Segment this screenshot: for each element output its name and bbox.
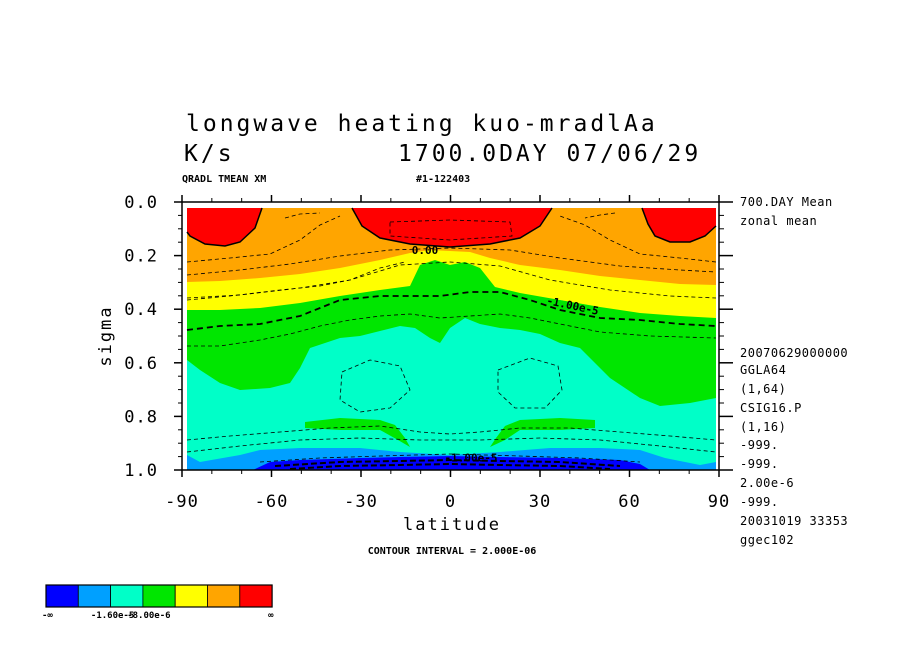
y-tick-label: 0.2 bbox=[124, 247, 158, 267]
band-green bbox=[187, 260, 716, 408]
side-info-line: ggec102 bbox=[740, 533, 794, 547]
x-axis-label: latitude bbox=[403, 515, 501, 535]
legend-swatch bbox=[207, 584, 241, 608]
x-tick-label: 90 bbox=[708, 492, 730, 512]
band-red-tropics bbox=[352, 208, 552, 247]
legend-swatch bbox=[174, 584, 208, 608]
side-info-line: (1,16) bbox=[740, 420, 786, 434]
legend-label: -1.60e-5 bbox=[91, 611, 134, 621]
band-red-south-pole bbox=[187, 208, 262, 246]
legend-label: -8.00e-6 bbox=[127, 611, 170, 621]
x-tick-label: -30 bbox=[344, 492, 378, 512]
side-info-line: 20031019 33353 bbox=[740, 514, 848, 528]
legend-label: -∞ bbox=[42, 611, 53, 621]
side-info-line: (1,64) bbox=[740, 382, 786, 396]
band-blue bbox=[253, 456, 650, 470]
contour-interval-label: CONTOUR INTERVAL = 2.000E-06 bbox=[368, 546, 537, 557]
y-axis-label: sigma bbox=[96, 305, 116, 366]
legend-swatch bbox=[142, 584, 176, 608]
variable-label: QRADL TMEAN XM bbox=[182, 174, 266, 185]
side-info-line: 20070629000000 bbox=[740, 346, 848, 360]
run-id-label: #1-122403 bbox=[416, 174, 470, 185]
x-tick-label: -60 bbox=[255, 492, 289, 512]
y-axis: 0.0 0.2 0.4 0.6 0.8 1.0 bbox=[124, 193, 733, 481]
color-legend: -∞ -1.60e-5-8.00e-6 ∞ bbox=[42, 584, 274, 621]
contour-zero bbox=[186, 207, 717, 248]
y-tick-label: 0.6 bbox=[124, 354, 158, 374]
legend-swatch bbox=[110, 584, 144, 608]
units-label: K/s bbox=[184, 141, 235, 167]
y-tick-label: 0.4 bbox=[124, 300, 158, 320]
side-info-line: GGLA64 bbox=[740, 363, 786, 377]
x-tick-label: 0 bbox=[445, 492, 456, 512]
side-info-line: -999. bbox=[740, 438, 779, 452]
side-info-line: 2.00e-6 bbox=[740, 476, 794, 490]
side-info-line: -999. bbox=[740, 495, 779, 509]
x-tick-label: 60 bbox=[618, 492, 640, 512]
x-tick-label: -90 bbox=[165, 492, 199, 512]
side-info-line: 700.DAY Mean bbox=[740, 195, 833, 209]
band-red-north-pole bbox=[642, 208, 716, 242]
legend-swatch bbox=[77, 584, 112, 608]
contour-lines-dashed bbox=[186, 212, 717, 470]
y-tick-label: 0.8 bbox=[124, 407, 158, 427]
contour-label: 0.00 bbox=[412, 244, 439, 257]
band-green-island-left bbox=[305, 418, 410, 447]
contour-label: -1.00e-5 bbox=[445, 451, 498, 464]
chart-title: longwave heating kuo-mradlAa bbox=[186, 111, 658, 137]
legend-swatch bbox=[45, 584, 79, 608]
side-info-panel: 700.DAY Mean zonal mean 20070629000000 GGLA… bbox=[740, 195, 848, 547]
x-axis: -90 -60 -30 0 30 60 90 bbox=[165, 195, 730, 512]
band-orange bbox=[187, 208, 716, 290]
band-green-island-right bbox=[490, 418, 595, 447]
y-tick-label: 1.0 bbox=[124, 461, 158, 481]
legend-frame bbox=[45, 584, 273, 608]
side-info-line: CSIG16.P bbox=[740, 401, 802, 415]
contour-plot bbox=[182, 202, 719, 470]
legend-label: ∞ bbox=[268, 611, 274, 621]
y-tick-label: 0.0 bbox=[124, 193, 158, 213]
side-info-line: -999. bbox=[740, 457, 779, 471]
side-info-line: zonal mean bbox=[740, 214, 817, 228]
time-label: 1700.0DAY 07/06/29 bbox=[398, 141, 701, 167]
band-cyan bbox=[187, 318, 716, 468]
legend-swatch bbox=[239, 584, 273, 608]
x-tick-label: 30 bbox=[529, 492, 551, 512]
